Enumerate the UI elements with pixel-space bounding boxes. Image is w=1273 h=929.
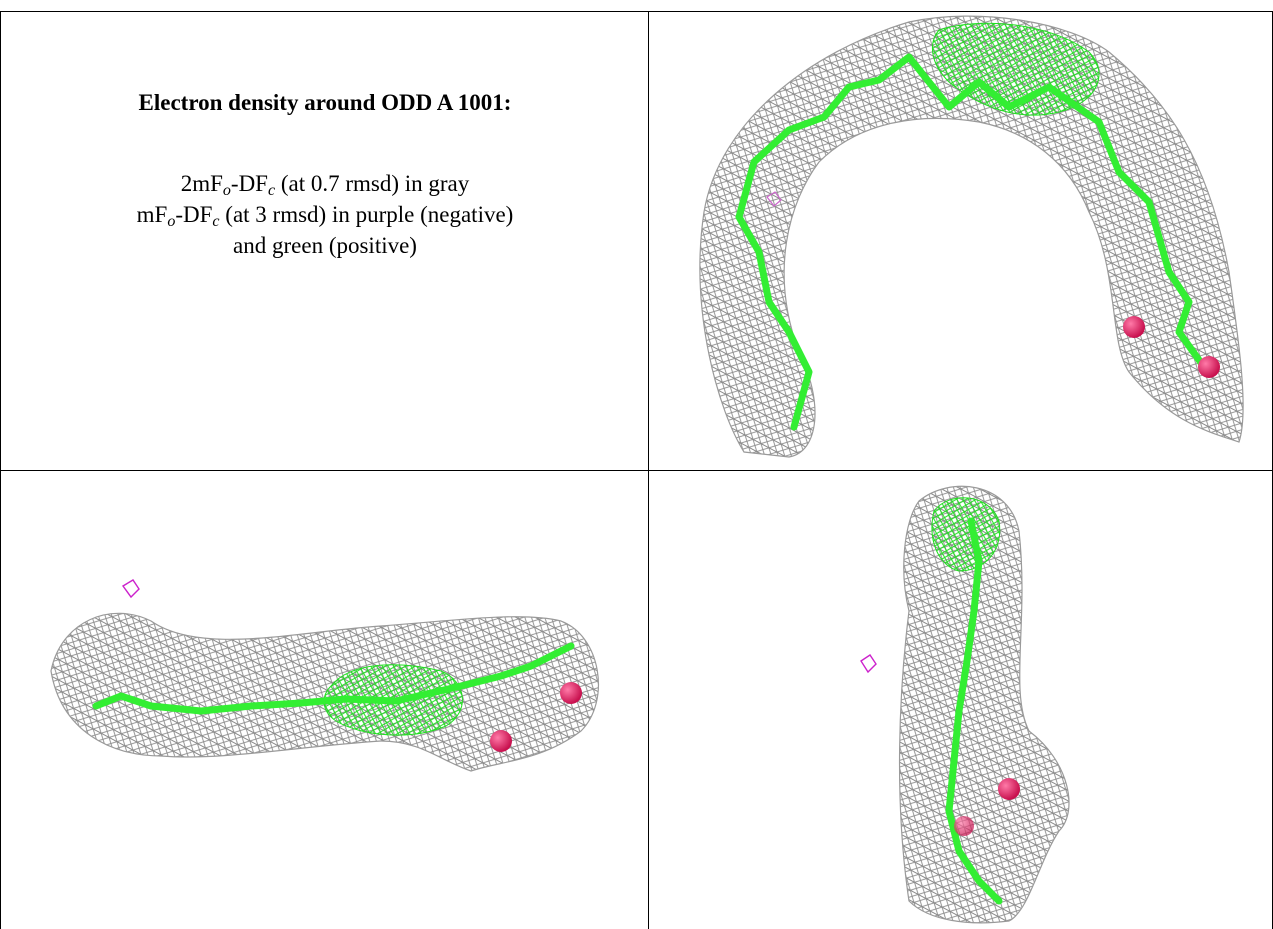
carbon-stick	[92, 642, 575, 715]
oxygen-atom	[998, 778, 1020, 800]
mesh-2fofc	[50, 612, 600, 772]
oxygen-atom	[560, 682, 582, 704]
caption-map-positive: and green (positive)	[233, 233, 417, 258]
negative-difference-density	[766, 191, 782, 207]
oxygen-atom	[490, 730, 512, 752]
density-view-horizontal	[1, 471, 648, 929]
positive-difference-density	[931, 497, 1001, 572]
negative-difference-density	[860, 654, 877, 674]
negative-difference-density	[121, 579, 140, 599]
oxygen-atom	[1198, 356, 1220, 378]
density-view-arc	[649, 12, 1272, 470]
caption-map-fofc: mFo-DFc (at 3 rmsd) in purple (negative)	[136, 202, 514, 230]
caption-map-2fofc: 2mFo-DFc (at 0.7 rmsd) in gray	[180, 171, 470, 199]
density-view-vertical	[649, 471, 1272, 929]
carbon-stick	[735, 53, 1208, 431]
caption-title: Electron density around ODD A 1001:	[138, 90, 512, 115]
mesh-2fofc	[699, 15, 1244, 458]
table-divider-horizontal	[0, 470, 1273, 471]
oxygen-atom	[954, 816, 974, 836]
figure-caption: Electron density around ODD A 1001: 2mFo…	[10, 90, 640, 261]
mesh-2fofc	[898, 485, 1070, 924]
table-border-top	[0, 11, 1273, 12]
carbon-stick	[945, 517, 1003, 905]
oxygen-atom	[1123, 316, 1145, 338]
